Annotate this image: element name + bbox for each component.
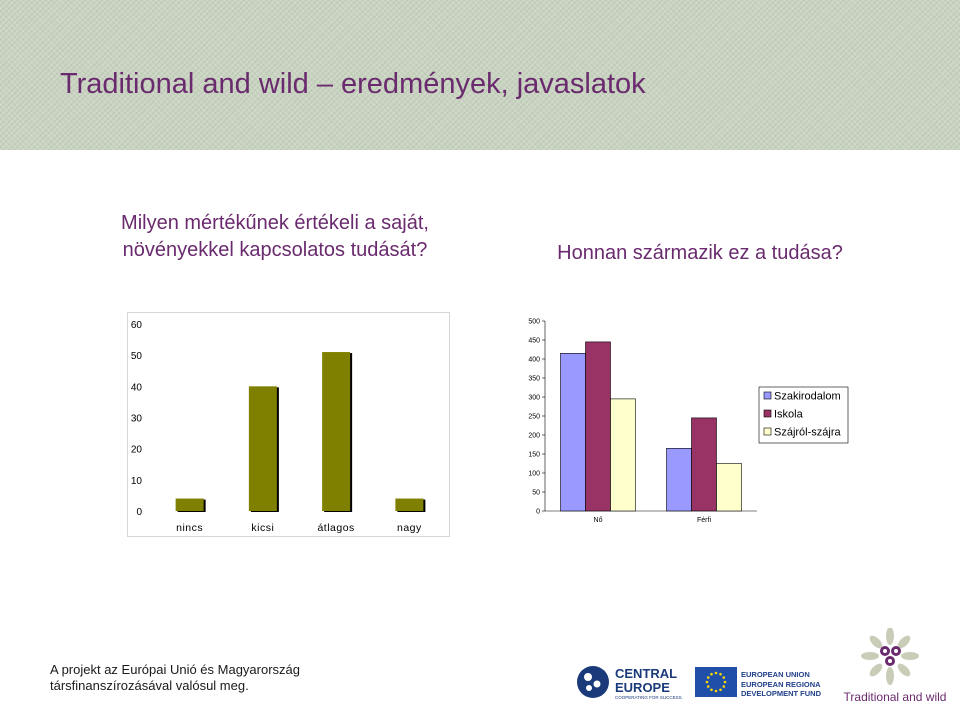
footer-line-1: A projekt az Európai Unió és Magyarorszá… <box>50 662 301 677</box>
eu-star-icon <box>706 676 710 679</box>
eu-star-icon <box>719 672 722 676</box>
bar-Szakirodalom-Férfi <box>666 448 692 512</box>
eu-line2: EUROPEAN REGIONAL <box>741 680 821 689</box>
legend-box <box>758 386 849 444</box>
knowledge-source-chart-svg: 0 50 100 150 200 250 300 350 400 450 500 Nő Férfi Sza… <box>528 319 849 524</box>
bar-Szakirodalom-Nő <box>560 352 586 512</box>
x-tick-label: Nő <box>594 517 603 524</box>
knowledge-level-chart-svg: 0 10 20 30 40 50 60 nincs kicsi átlagos nagy <box>131 320 426 534</box>
eu-flag-icon <box>695 667 737 697</box>
bar-Iskola-Férfi <box>691 417 717 512</box>
y-tick-label: 0 <box>536 509 540 516</box>
y-tick-label: 50 <box>131 351 143 362</box>
y-tick-label: 40 <box>131 382 143 393</box>
y-tick-label: 500 <box>528 319 540 326</box>
y-tick-label: 50 <box>532 490 540 497</box>
eu-star-icon <box>722 685 726 688</box>
footer-line-2: társfinanszírozásával valósul meg. <box>50 678 249 693</box>
eu-star-icon <box>710 688 713 692</box>
x-tick-label: nagy <box>397 522 422 534</box>
legend-swatch <box>763 409 772 418</box>
eu-star-icon <box>706 685 710 688</box>
flower-icon <box>861 627 919 685</box>
tw-logo-text: Traditional and wild <box>844 690 947 704</box>
eu-star-icon <box>714 689 718 693</box>
question-left: Milyen mértékűnek értékeli a saját, növé… <box>121 212 429 261</box>
legend-label: Iskola <box>774 409 804 421</box>
x-tick-label: átlagos <box>317 522 354 534</box>
bar-Szájról-szájra-Nő <box>610 398 636 512</box>
x-tick-label: Férfi <box>697 517 711 524</box>
eu-star-icon <box>723 680 727 684</box>
x-tick-label: kicsi <box>251 522 274 534</box>
y-tick-label: 20 <box>131 445 143 456</box>
eu-line3: DEVELOPMENT FUND <box>741 689 821 698</box>
slide-title: Traditional and wild – eredmények, javas… <box>60 68 646 100</box>
header-band <box>0 0 960 150</box>
legend-label: Szakirodalom <box>774 391 841 403</box>
central-line2: EUROPE <box>615 680 670 695</box>
central-europe-globe-icon <box>577 666 609 698</box>
y-tick-label: 400 <box>528 357 540 364</box>
y-tick-label: 60 <box>131 320 143 331</box>
eu-star-icon <box>705 680 709 684</box>
y-tick-label: 200 <box>528 433 540 440</box>
bar-nincs <box>175 498 204 511</box>
bar-Iskola-Nő <box>585 341 611 512</box>
eu-star-icon <box>719 688 722 692</box>
bar-átlagos <box>322 352 351 511</box>
x-tick-label: nincs <box>176 522 203 534</box>
y-tick-label: 350 <box>528 376 540 383</box>
traditional-and-wild-logo: Traditional and wild <box>840 627 950 705</box>
y-tick-label: 300 <box>528 395 540 402</box>
eu-star-icon <box>714 671 718 675</box>
footer-text: A projekt az Európai Unió és Magyarorszá… <box>50 662 300 694</box>
y-tick-label: 250 <box>528 414 540 421</box>
knowledge-source-chart: 0 50 100 150 200 250 300 350 400 450 500 Nő Férfi Sza… <box>505 312 855 537</box>
y-tick-label: 30 <box>131 414 143 425</box>
bar-kicsi <box>248 386 277 511</box>
knowledge-level-chart: 0 10 20 30 40 50 60 nincs kicsi átlagos nagy <box>127 312 450 537</box>
eu-fund-logo: EUROPEAN UNION EUROPEAN REGIONAL DEVELOP… <box>695 665 826 699</box>
legend-label: Szájról-szájra <box>774 427 842 439</box>
y-tick-label: 450 <box>528 338 540 345</box>
central-europe-logo: CENTRAL EUROPE COOPERATING FOR SUCCESS. <box>575 664 685 700</box>
legend-swatch <box>763 391 772 400</box>
y-tick-label: 10 <box>131 476 143 487</box>
eu-star-icon <box>710 672 713 676</box>
bar-Szájról-szájra-Férfi <box>716 463 742 512</box>
chart-legend: Szakirodalom Iskola Szájról-szájra <box>758 386 849 444</box>
eu-star-icon <box>722 676 726 679</box>
y-tick-label: 100 <box>528 471 540 478</box>
central-line1: CENTRAL <box>615 666 677 681</box>
central-tagline: COOPERATING FOR SUCCESS. <box>615 695 683 700</box>
bar-nagy <box>395 498 424 511</box>
legend-swatch <box>763 427 772 436</box>
eu-line1: EUROPEAN UNION <box>741 670 810 679</box>
y-tick-label: 150 <box>528 452 540 459</box>
y-tick-label: 0 <box>136 507 142 518</box>
question-right: Honnan származik ez a tudása? <box>557 242 843 264</box>
